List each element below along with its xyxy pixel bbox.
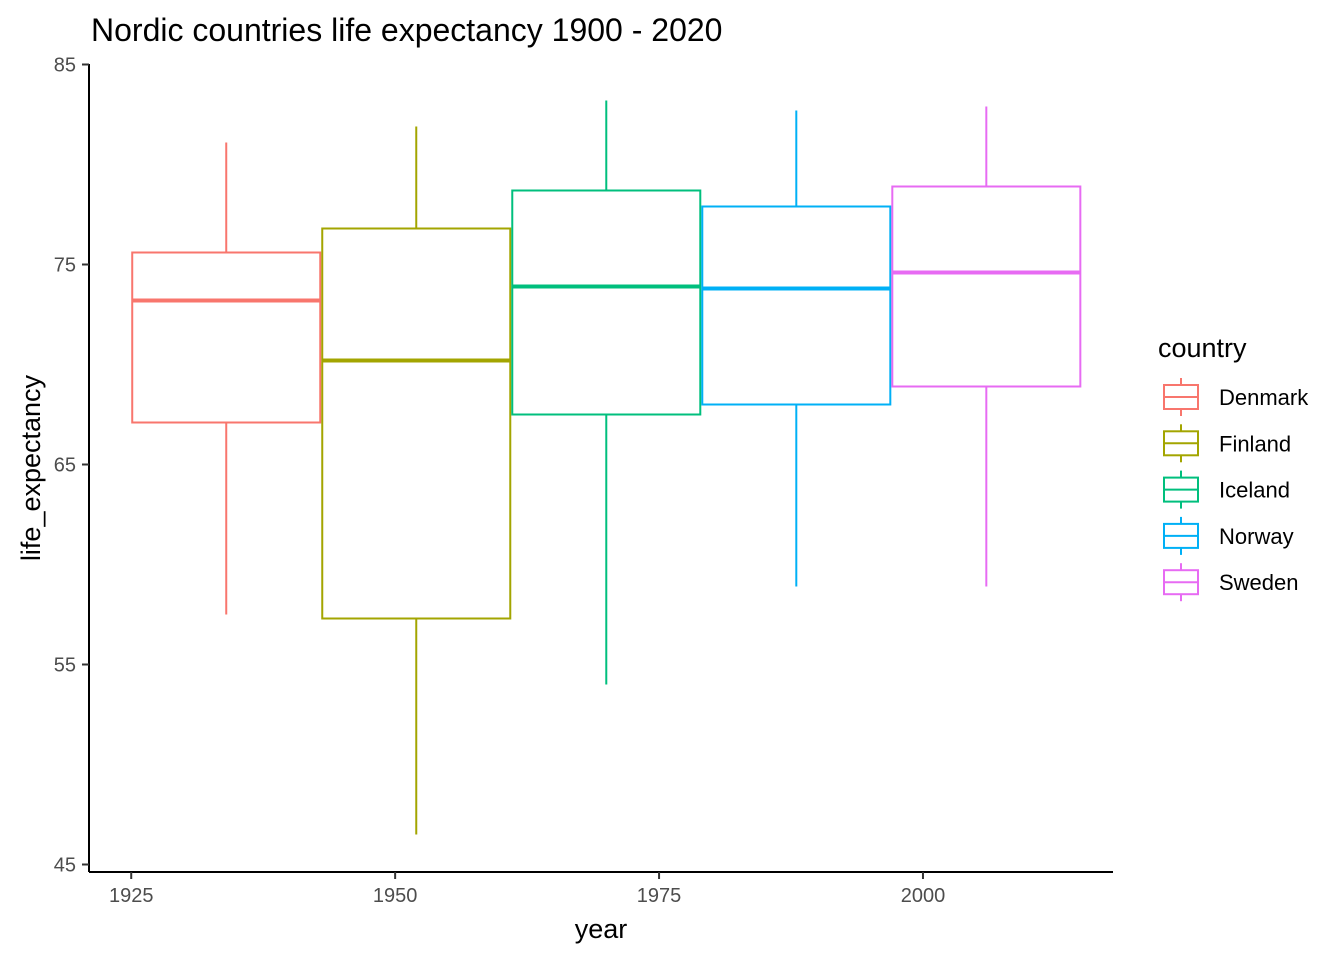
- y-tick-label: 85: [54, 55, 76, 77]
- legend-item-sweden: Sweden: [1163, 563, 1299, 602]
- legend-label: Denmark: [1219, 385, 1309, 410]
- legend-label: Iceland: [1219, 478, 1290, 503]
- box-iqr: [701, 205, 892, 406]
- x-tick-label: 1975: [637, 885, 682, 907]
- y-tick-label: 45: [54, 855, 76, 877]
- legend-item-finland: Finland: [1163, 424, 1291, 463]
- chart-title: Nordic countries life expectancy 1900 - …: [91, 12, 722, 48]
- plot-area: [131, 100, 1082, 835]
- legend-label: Finland: [1219, 431, 1291, 456]
- y-axis-ticks: 45 55 65 75 85: [54, 55, 89, 877]
- legend-item-denmark: Denmark: [1163, 378, 1309, 416]
- x-tick-label: 1925: [109, 885, 154, 907]
- legend: country Denmark Finland Iceland Norway Swede…: [1158, 333, 1309, 602]
- y-tick-label: 65: [54, 455, 76, 477]
- box-denmark: [131, 142, 322, 615]
- box-iceland: [511, 100, 702, 685]
- x-tick-label: 1950: [373, 885, 418, 907]
- legend-label: Sweden: [1219, 570, 1299, 595]
- box-finland: [321, 126, 512, 835]
- y-tick-label: 55: [54, 655, 76, 677]
- box-iqr: [321, 227, 512, 620]
- box-iqr: [131, 251, 322, 424]
- legend-item-iceland: Iceland: [1163, 470, 1290, 509]
- legend-title: country: [1158, 333, 1247, 363]
- y-tick-label: 75: [54, 255, 76, 277]
- box-iqr: [511, 189, 702, 416]
- legend-item-norway: Norway: [1163, 516, 1294, 555]
- box-iqr: [891, 185, 1082, 388]
- y-axis-title: life_expectancy: [16, 374, 46, 561]
- box-norway: [701, 110, 892, 587]
- x-axis-ticks: 1925 1950 1975 2000: [109, 872, 945, 907]
- legend-label: Norway: [1219, 524, 1294, 549]
- box-sweden: [891, 106, 1082, 587]
- x-axis-title: year: [575, 914, 628, 944]
- legend-items: Denmark Finland Iceland Norway Sweden: [1163, 378, 1309, 602]
- x-tick-label: 2000: [901, 885, 946, 907]
